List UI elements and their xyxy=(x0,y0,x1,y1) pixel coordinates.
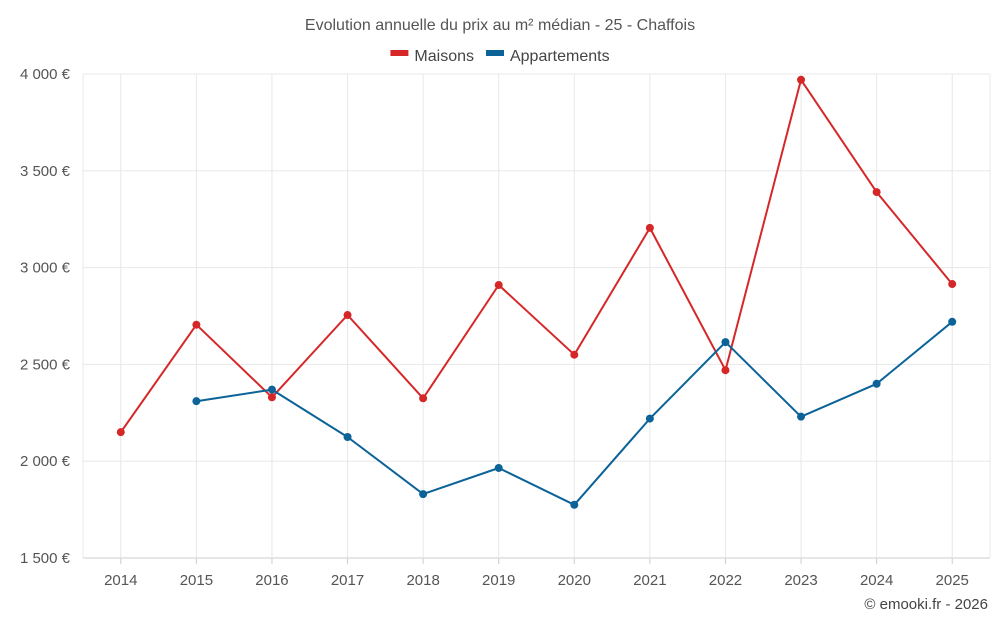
legend-swatch-maisons[interactable] xyxy=(390,50,409,56)
x-tick-label: 2025 xyxy=(936,572,969,589)
data-point-appartements[interactable] xyxy=(721,338,730,347)
data-point-maisons[interactable] xyxy=(494,281,503,290)
x-tick-label: 2014 xyxy=(104,572,137,589)
data-point-appartements[interactable] xyxy=(192,397,201,406)
legend-label-maisons: Maisons xyxy=(414,48,474,65)
legend-swatch-appartements[interactable] xyxy=(485,50,504,56)
y-tick-label: 3 000 € xyxy=(20,260,71,277)
x-tick-label: 2023 xyxy=(784,572,817,589)
data-point-appartements[interactable] xyxy=(872,379,881,388)
data-point-maisons[interactable] xyxy=(192,320,201,329)
legend: Maisons Appartements xyxy=(390,48,610,65)
x-tick-label: 2017 xyxy=(331,572,364,589)
data-point-appartements[interactable] xyxy=(797,412,806,421)
data-point-appartements[interactable] xyxy=(570,500,579,509)
data-point-maisons[interactable] xyxy=(645,223,654,232)
credit-text: © emooki.fr - 2026 xyxy=(864,596,988,613)
data-point-maisons[interactable] xyxy=(343,311,352,320)
data-point-appartements[interactable] xyxy=(645,414,654,423)
y-tick-label: 2 000 € xyxy=(20,453,71,470)
grid xyxy=(82,73,991,559)
y-tick-label: 1 500 € xyxy=(20,550,71,567)
y-tick-label: 4 000 € xyxy=(20,66,71,83)
y-tick-label: 2 500 € xyxy=(20,356,71,373)
y-axis-ticks: 1 500 € 2 000 € 2 500 € 3 000 € 3 500 € 4 000… xyxy=(20,66,71,567)
series xyxy=(116,75,957,509)
data-point-maisons[interactable] xyxy=(721,366,730,375)
chart-title: Evolution annuelle du prix au m² médian … xyxy=(305,17,695,34)
x-tick-label: 2019 xyxy=(482,572,515,589)
legend-label-appartements: Appartements xyxy=(510,48,610,65)
data-point-maisons[interactable] xyxy=(570,350,579,359)
data-point-maisons[interactable] xyxy=(797,75,806,84)
data-point-maisons[interactable] xyxy=(116,428,125,437)
x-tick-label: 2024 xyxy=(860,572,893,589)
x-tick-label: 2015 xyxy=(180,572,213,589)
data-point-appartements[interactable] xyxy=(494,463,503,472)
data-point-appartements[interactable] xyxy=(948,317,957,326)
y-tick-label: 3 500 € xyxy=(20,163,71,180)
data-point-appartements[interactable] xyxy=(419,490,428,499)
data-point-maisons[interactable] xyxy=(419,394,428,403)
data-point-maisons[interactable] xyxy=(948,280,957,289)
series-line-maisons xyxy=(119,78,953,433)
data-point-maisons[interactable] xyxy=(267,393,276,402)
x-tick-label: 2016 xyxy=(255,572,288,589)
data-point-maisons[interactable] xyxy=(872,188,881,197)
x-tick-label: 2020 xyxy=(558,572,591,589)
data-point-appartements[interactable] xyxy=(267,385,276,394)
x-axis-ticks: 2014 2015 2016 2017 2018 2019 2020 2021 2022 2023… xyxy=(104,558,969,589)
data-point-appartements[interactable] xyxy=(343,433,352,441)
x-tick-label: 2022 xyxy=(709,572,742,589)
x-tick-label: 2021 xyxy=(633,572,666,589)
x-tick-label: 2018 xyxy=(406,572,439,589)
